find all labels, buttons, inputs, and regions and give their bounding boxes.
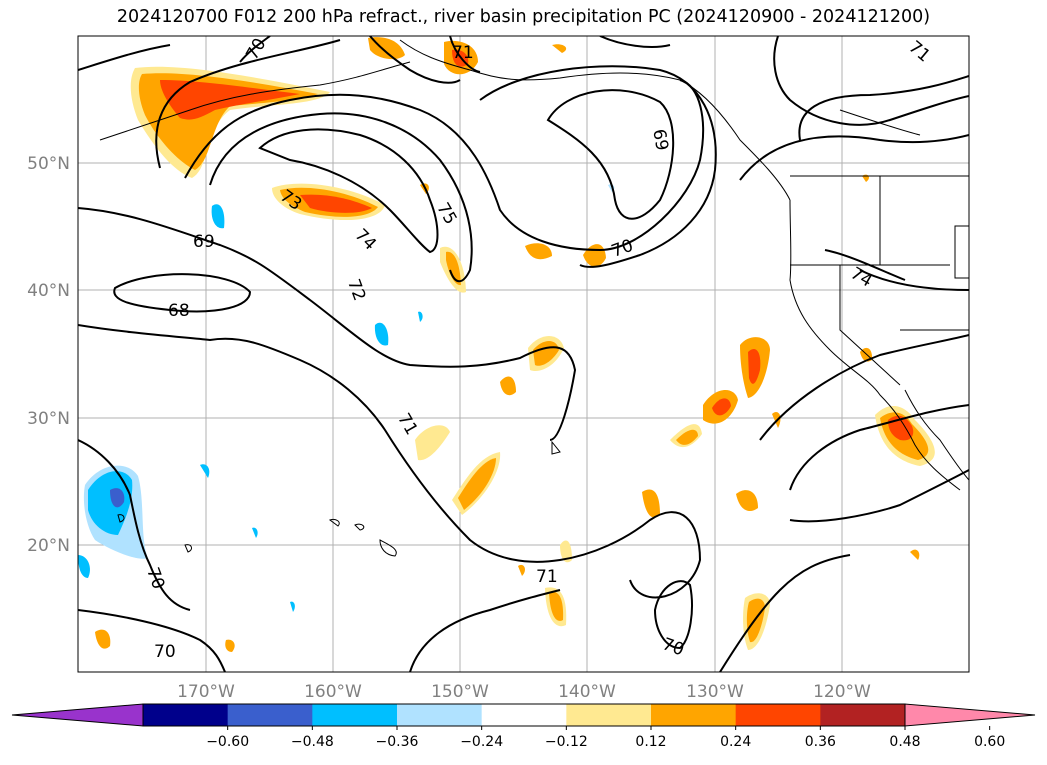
- colorbar-swatch: [227, 704, 313, 726]
- contour-label: 74: [847, 263, 876, 291]
- map-title: 2024120700 F012 200 hPa refract., river …: [116, 7, 931, 27]
- map-area: 70 71 69 73 75 74 72 68 69 70 74 71 70 7…: [78, 36, 969, 672]
- lon-label-130w: 130°W: [686, 682, 744, 702]
- colorbar-tick-label: −0.36: [376, 734, 419, 750]
- lat-label-40n: 40°N: [27, 281, 70, 301]
- colorbar-tick-label: 0.36: [805, 734, 836, 750]
- colorbar-outline: [142, 703, 906, 727]
- colorbar-swatch: [397, 704, 483, 726]
- contour-label: 69: [193, 232, 215, 252]
- contour-label: 70: [142, 565, 168, 592]
- lat-label-20n: 20°N: [27, 536, 70, 556]
- positive-anomaly-fields: [95, 37, 935, 652]
- contour-label: 71: [536, 567, 558, 587]
- contour-label: 72: [343, 276, 369, 303]
- colorbar-tick-label: −0.24: [460, 734, 503, 750]
- contour-label: 71: [905, 37, 934, 66]
- colorbar-swatch: [566, 704, 652, 726]
- contour-label: 71: [393, 410, 421, 439]
- colorbar-tick-label: 0.48: [889, 734, 920, 750]
- lat-label-50n: 50°N: [27, 154, 70, 174]
- colorbar-swatch: [143, 704, 229, 726]
- longitude-labels: 170°W 160°W 150°W 140°W 130°W 120°W: [177, 682, 871, 702]
- colorbar-tick-label: −0.60: [206, 734, 249, 750]
- colorbar: −0.60 −0.48 −0.36 −0.24 −0.12 0.12 0.24 0.36 0.4…: [11, 703, 1036, 750]
- contour-label: 70: [154, 642, 176, 662]
- colorbar-swatch: [481, 704, 567, 726]
- map-frame: [77, 35, 970, 673]
- colorbar-tick-labels: −0.60 −0.48 −0.36 −0.24 −0.12 0.12 0.24 0.36 0.4…: [206, 734, 1005, 750]
- colorbar-extend-low: [11, 703, 144, 727]
- colorbar-swatch: [312, 704, 398, 726]
- colorbar-swatches: [11, 703, 1036, 727]
- lon-label-150w: 150°W: [431, 682, 489, 702]
- lat-label-30n: 30°N: [27, 409, 70, 429]
- colorbar-tick-label: 0.12: [635, 734, 666, 750]
- colorbar-tick-label: −0.48: [291, 734, 334, 750]
- lon-label-120w: 120°W: [813, 682, 871, 702]
- colorbar-tick-label: −0.12: [545, 734, 588, 750]
- colorbar-swatch: [735, 704, 821, 726]
- refractivity-contours: [78, 36, 969, 672]
- colorbar-tick-label: 0.60: [974, 734, 1005, 750]
- colorbar-extend-high: [904, 703, 1036, 727]
- lon-label-140w: 140°W: [558, 682, 616, 702]
- contour-label: 71: [452, 43, 474, 63]
- colorbar-swatch: [651, 704, 737, 726]
- negative-anomaly-fields: [78, 184, 615, 612]
- lon-label-170w: 170°W: [177, 682, 235, 702]
- latitude-labels: 50°N 40°N 30°N 20°N: [27, 154, 70, 556]
- contour-label: 68: [168, 301, 190, 321]
- coastlines: [99, 39, 969, 557]
- lon-label-160w: 160°W: [304, 682, 362, 702]
- colorbar-swatch: [820, 704, 906, 726]
- contour-label: 74: [351, 225, 380, 254]
- colorbar-ticks: [227, 726, 991, 730]
- colorbar-tick-label: 0.24: [720, 734, 751, 750]
- contour-label: 69: [648, 128, 671, 153]
